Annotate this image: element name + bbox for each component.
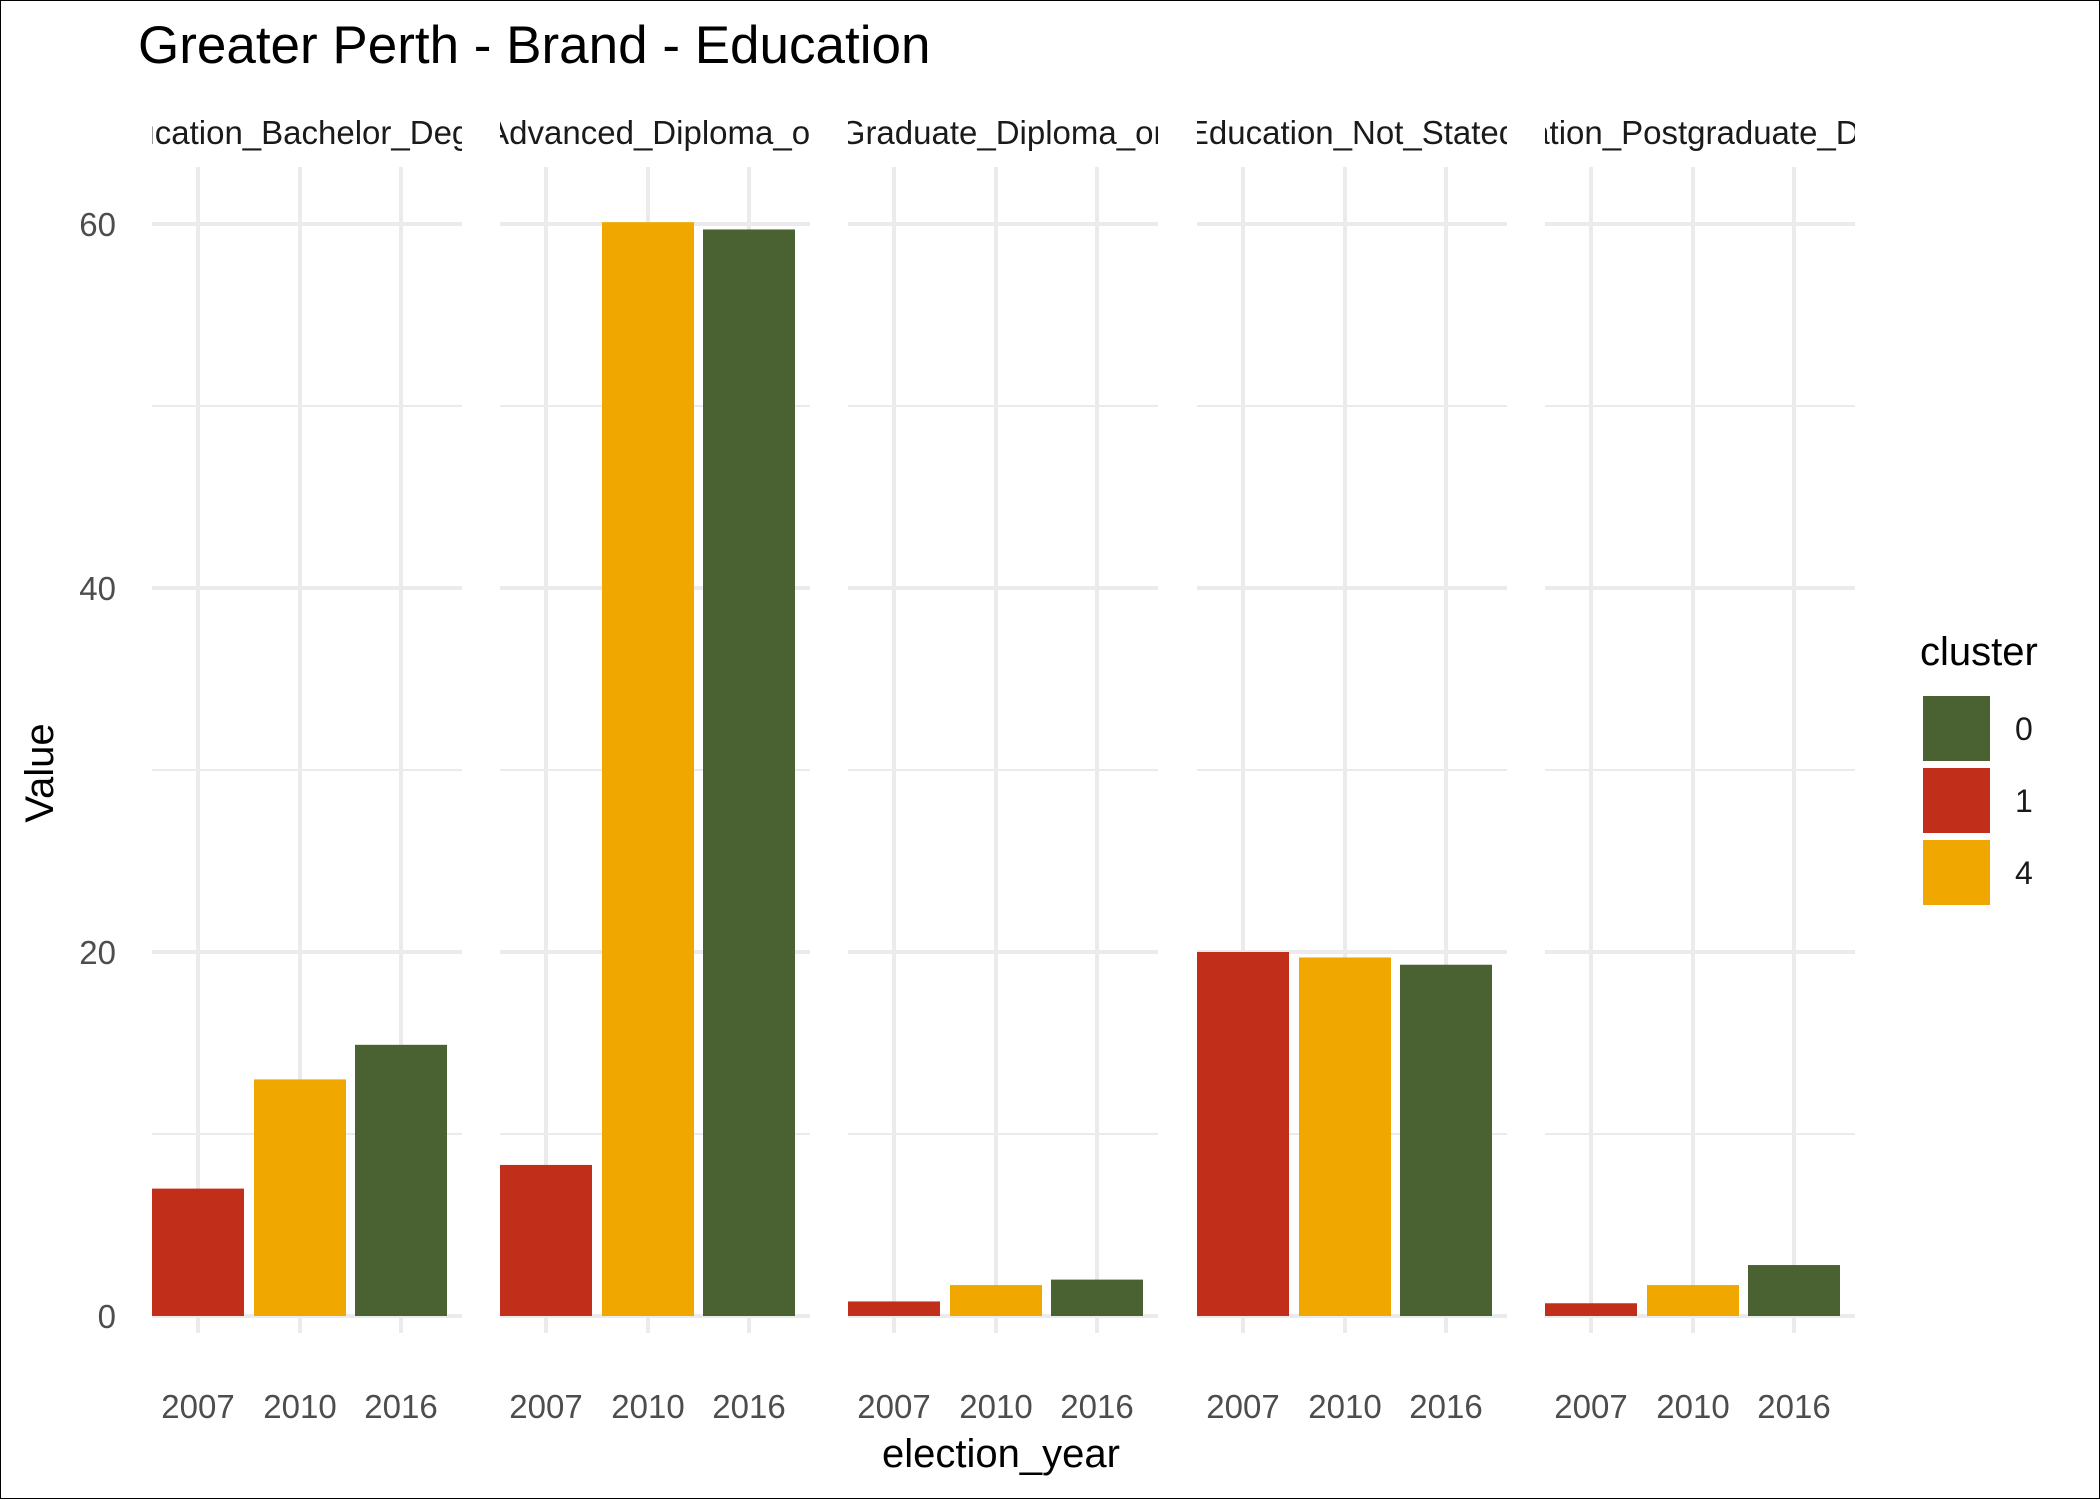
y-tick-label: 40 <box>79 570 116 607</box>
y-axis-ticks: 0 20 40 60 <box>79 206 116 1335</box>
facet-strip-label: Education_Advanced_Diploma_or_Certificat… <box>322 114 988 151</box>
x-tick-label: 2010 <box>959 1388 1032 1425</box>
bar <box>1299 957 1391 1316</box>
facet-panel: 2007 2010 2016 Education_Graduate_Diploma_o… <box>675 114 1332 1425</box>
legend-title: cluster <box>1920 630 2038 674</box>
x-tick-label: 2010 <box>263 1388 336 1425</box>
bar <box>152 1188 244 1316</box>
legend-label: 1 <box>2015 783 2033 819</box>
facet-panels: 2007 2010 2016Education_Bachelor_Degree200… <box>96 114 1944 1425</box>
bar <box>1647 1285 1739 1316</box>
x-tick-label: 2016 <box>1060 1388 1133 1425</box>
x-tick-label: 2010 <box>1656 1388 1729 1425</box>
x-axis-title: election_year <box>882 1432 1120 1476</box>
chart-title: Greater Perth - Brand - Education <box>138 16 930 75</box>
legend: cluster 0 1 4 <box>1920 630 2038 905</box>
legend-key <box>1923 696 1990 761</box>
x-tick-label: 2016 <box>1757 1388 1830 1425</box>
x-tick-label: 2007 <box>1206 1388 1279 1425</box>
x-tick-label: 2016 <box>712 1388 785 1425</box>
bar <box>848 1301 940 1316</box>
facet-strip-label: Education_Graduate_Diploma_or_Certificat… <box>675 114 1332 151</box>
legend-label: 0 <box>2015 711 2033 747</box>
legend-key <box>1923 768 1990 833</box>
facet-panel: 2007 2010 2016 Education_Not_Stated <box>1187 114 1517 1425</box>
y-tick-label: 60 <box>79 206 116 243</box>
x-tick-label: 2007 <box>1554 1388 1627 1425</box>
bar <box>254 1079 346 1316</box>
x-tick-label: 2016 <box>1409 1388 1482 1425</box>
facet-panel: 2007 2010 2016 Education_Bachelor_Degree <box>96 114 518 1425</box>
bar <box>950 1285 1042 1316</box>
x-tick-label: 2010 <box>611 1388 684 1425</box>
bar <box>1400 964 1492 1316</box>
x-tick-label: 2007 <box>161 1388 234 1425</box>
facet-strip-label: Education_Not_Stated <box>1187 114 1517 151</box>
bar <box>703 229 795 1317</box>
bar <box>355 1044 447 1316</box>
bar <box>1748 1265 1840 1316</box>
bar <box>1051 1279 1143 1316</box>
x-tick-label: 2007 <box>509 1388 582 1425</box>
x-tick-label: 2016 <box>364 1388 437 1425</box>
facet-strip-label: Education_Postgraduate_Degree <box>1456 114 1944 151</box>
bar <box>1545 1303 1637 1316</box>
y-axis-title: Value <box>18 723 62 822</box>
y-tick-label: 0 <box>98 1298 116 1335</box>
facet-strip-label: Education_Bachelor_Degree <box>96 114 518 151</box>
y-tick-label: 20 <box>79 934 116 971</box>
x-tick-label: 2010 <box>1308 1388 1381 1425</box>
facet-panel: 2007 2010 2016 Education_Postgraduate_Degre… <box>1456 114 1944 1425</box>
legend-key <box>1923 840 1990 905</box>
legend-label: 4 <box>2015 855 2033 891</box>
bar <box>1197 952 1289 1316</box>
bar <box>500 1164 592 1316</box>
x-tick-label: 2007 <box>857 1388 930 1425</box>
bar <box>602 222 694 1317</box>
facet-panel: 2007 2010 2016 Education_Advanced_Diploma_o… <box>322 114 988 1425</box>
